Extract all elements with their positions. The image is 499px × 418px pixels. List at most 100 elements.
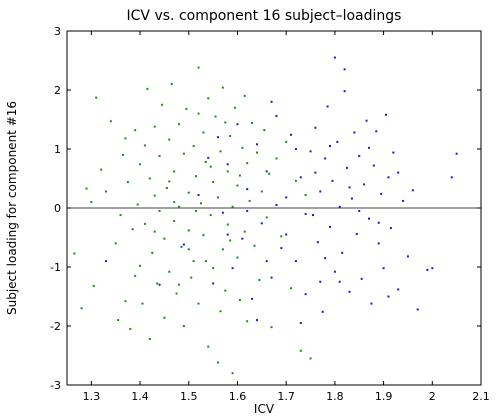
data-point-series-2 (358, 209, 361, 212)
data-point-series-2 (336, 140, 339, 143)
data-point-series-2 (212, 282, 215, 285)
data-point-series-1 (90, 201, 93, 204)
data-point-series-2 (338, 280, 341, 283)
data-point-series-1 (168, 138, 171, 141)
data-point-series-1 (285, 140, 288, 143)
data-point-series-2 (326, 105, 329, 108)
data-point-series-1 (104, 190, 107, 193)
data-point-series-1 (219, 150, 222, 153)
data-point-series-2 (348, 186, 351, 189)
data-point-series-2 (255, 319, 258, 322)
data-point-series-1 (197, 66, 200, 69)
data-point-series-1 (238, 299, 241, 302)
y-tick-label: 1 (54, 143, 61, 156)
data-point-series-1 (139, 264, 142, 267)
data-point-series-1 (180, 245, 183, 248)
data-point-series-2 (385, 113, 388, 116)
data-point-series-1 (236, 256, 239, 259)
y-tick-label: 2 (54, 84, 61, 97)
data-point-series-1 (258, 278, 261, 281)
data-point-series-2 (270, 100, 273, 103)
data-point-series-2 (387, 176, 390, 179)
data-point-series-1 (260, 190, 263, 193)
data-point-series-2 (216, 136, 219, 139)
data-point-series-1 (170, 83, 173, 86)
data-point-series-1 (173, 201, 176, 204)
data-point-series-2 (416, 308, 419, 311)
data-point-series-1 (192, 145, 195, 148)
data-point-series-2 (353, 131, 356, 134)
data-point-series-1 (197, 302, 200, 305)
data-point-series-1 (195, 175, 198, 178)
data-point-series-1 (126, 181, 129, 184)
data-point-series-1 (187, 191, 190, 194)
x-tick-label: 1.8 (326, 390, 344, 403)
data-point-series-2 (343, 90, 346, 93)
data-point-series-1 (80, 307, 83, 310)
data-point-series-1 (224, 289, 227, 292)
data-point-series-2 (311, 214, 314, 217)
data-point-series-2 (365, 119, 368, 122)
data-point-series-2 (226, 233, 229, 236)
data-point-series-1 (290, 287, 293, 290)
data-point-series-2 (392, 151, 395, 154)
data-point-series-2 (389, 227, 392, 230)
data-point-series-1 (243, 230, 246, 233)
data-point-series-1 (268, 172, 271, 175)
y-tick-label: 0 (54, 202, 61, 215)
data-point-series-1 (219, 310, 222, 313)
data-point-series-2 (348, 290, 351, 293)
data-point-series-2 (355, 232, 358, 235)
data-point-series-1 (214, 115, 217, 118)
data-point-series-1 (241, 146, 244, 149)
data-point-series-1 (204, 260, 207, 263)
data-point-series-1 (160, 103, 163, 106)
data-point-series-1 (197, 112, 200, 115)
y-tick-label: -2 (50, 320, 61, 333)
data-point-series-1 (294, 179, 297, 182)
data-point-series-2 (285, 196, 288, 199)
data-point-series-2 (372, 164, 375, 167)
data-point-series-1 (100, 168, 103, 171)
data-point-series-1 (124, 137, 127, 140)
data-point-series-2 (270, 276, 273, 279)
x-tick-label: 1.4 (131, 390, 149, 403)
x-tick-label: 1.9 (375, 390, 393, 403)
scatter-points (73, 56, 458, 375)
data-point-series-2 (450, 176, 453, 179)
x-tick-label: 1.5 (180, 390, 198, 403)
data-point-series-1 (221, 86, 224, 89)
x-axis-label: ICV (254, 402, 275, 416)
data-point-series-2 (104, 260, 107, 263)
data-point-series-1 (85, 187, 88, 190)
data-point-series-2 (358, 155, 361, 158)
data-point-series-2 (182, 243, 185, 246)
data-point-series-1 (143, 144, 146, 147)
data-point-series-1 (158, 155, 161, 158)
data-point-series-2 (324, 157, 327, 160)
data-point-series-1 (231, 205, 234, 208)
data-point-series-1 (136, 203, 139, 206)
data-point-series-1 (114, 242, 117, 245)
data-point-series-2 (367, 217, 370, 220)
data-point-series-1 (212, 181, 215, 184)
data-point-series-2 (255, 143, 258, 146)
data-point-series-1 (131, 228, 134, 231)
data-point-series-2 (363, 183, 366, 186)
data-point-series-2 (426, 268, 429, 271)
data-point-series-2 (431, 267, 434, 270)
data-point-series-1 (73, 252, 76, 255)
data-point-series-1 (199, 202, 202, 205)
data-point-series-1 (270, 326, 273, 329)
data-point-series-2 (246, 188, 249, 191)
data-point-series-1 (216, 361, 219, 364)
data-point-series-1 (109, 120, 112, 123)
data-point-series-2 (246, 209, 249, 212)
data-point-series-2 (377, 221, 380, 224)
data-point-series-1 (299, 349, 302, 352)
data-point-series-1 (265, 216, 268, 219)
data-point-series-2 (304, 212, 307, 215)
data-point-series-2 (321, 310, 324, 313)
data-point-series-1 (173, 219, 176, 222)
